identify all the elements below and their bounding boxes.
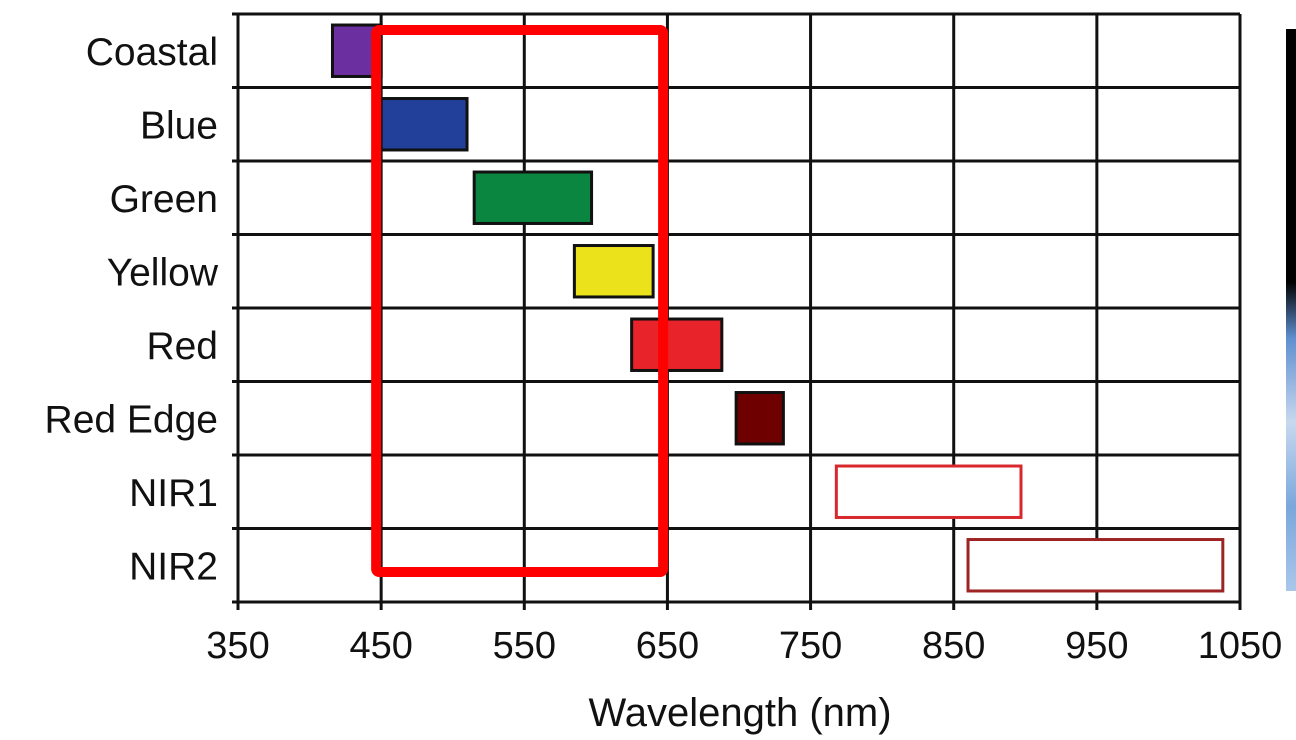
x-axis-title: Wavelength (nm) — [588, 691, 891, 735]
x-tick-label: 750 — [779, 625, 842, 667]
band-label: Green — [110, 178, 218, 221]
x-tick-label: 1050 — [1198, 625, 1283, 667]
band-label: Coastal — [86, 31, 218, 74]
band-bar — [474, 172, 591, 223]
band-label: Red Edge — [45, 398, 218, 441]
x-tick-label: 850 — [922, 625, 985, 667]
x-tick-label: 350 — [206, 625, 269, 667]
x-tick-label: 450 — [349, 625, 412, 667]
band-bar — [968, 540, 1223, 591]
band-label: Red — [146, 325, 218, 368]
x-tick-label: 650 — [636, 625, 699, 667]
band-bar — [836, 466, 1021, 517]
band-bar — [381, 99, 467, 150]
x-tick-label: 550 — [493, 625, 556, 667]
band-bar — [574, 246, 653, 297]
band-bar — [736, 393, 783, 444]
band-bar — [632, 319, 722, 370]
x-tick-label: 950 — [1065, 625, 1128, 667]
side-image-fragment — [1286, 29, 1296, 591]
band-label: Yellow — [107, 251, 219, 294]
band-label: NIR1 — [129, 472, 218, 515]
band-label: Blue — [140, 104, 218, 147]
band-label: NIR2 — [129, 545, 218, 588]
